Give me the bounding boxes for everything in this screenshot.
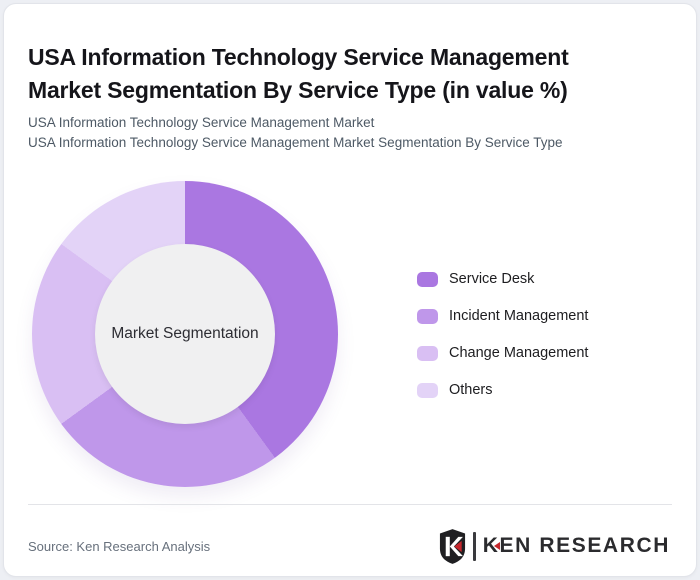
logo-text: KEN RESEARCH <box>482 534 670 557</box>
page-title: USA Information Technology Service Manag… <box>28 44 569 104</box>
source-text: Source: Ken Research Analysis <box>28 539 211 554</box>
donut-center-label: Market Segmentation <box>111 325 259 342</box>
legend: Service Desk Incident Management Change Ma… <box>417 270 588 399</box>
legend-swatch-icon <box>417 308 438 324</box>
legend-item[interactable]: Others <box>417 381 588 399</box>
shield-icon <box>440 528 466 564</box>
subtitle-line-1: USA Information Technology Service Manag… <box>28 115 375 130</box>
chart-card: USA Information Technology Service Manag… <box>3 3 697 577</box>
logo-text-rest: EN RESEARCH <box>499 534 670 557</box>
legend-item[interactable]: Service Desk <box>417 270 588 288</box>
legend-label: Others <box>449 382 493 398</box>
chart-subtitles: USA Information Technology Service Manag… <box>28 113 563 153</box>
legend-label: Service Desk <box>449 271 535 287</box>
subtitle-line-2: USA Information Technology Service Manag… <box>28 135 563 150</box>
legend-swatch-icon <box>417 345 438 361</box>
legend-swatch-icon <box>417 382 438 398</box>
legend-label: Change Management <box>449 345 589 361</box>
legend-item[interactable]: Incident Management <box>417 307 588 325</box>
legend-item[interactable]: Change Management <box>417 344 588 362</box>
donut-hole: Market Segmentation <box>95 244 275 424</box>
footer-divider <box>28 504 672 505</box>
logo-divider <box>473 531 476 561</box>
donut-chart[interactable]: Market Segmentation <box>32 181 338 487</box>
ken-research-logo: KEN RESEARCH <box>438 526 670 566</box>
legend-swatch-icon <box>417 271 438 287</box>
legend-label: Incident Management <box>449 308 589 324</box>
